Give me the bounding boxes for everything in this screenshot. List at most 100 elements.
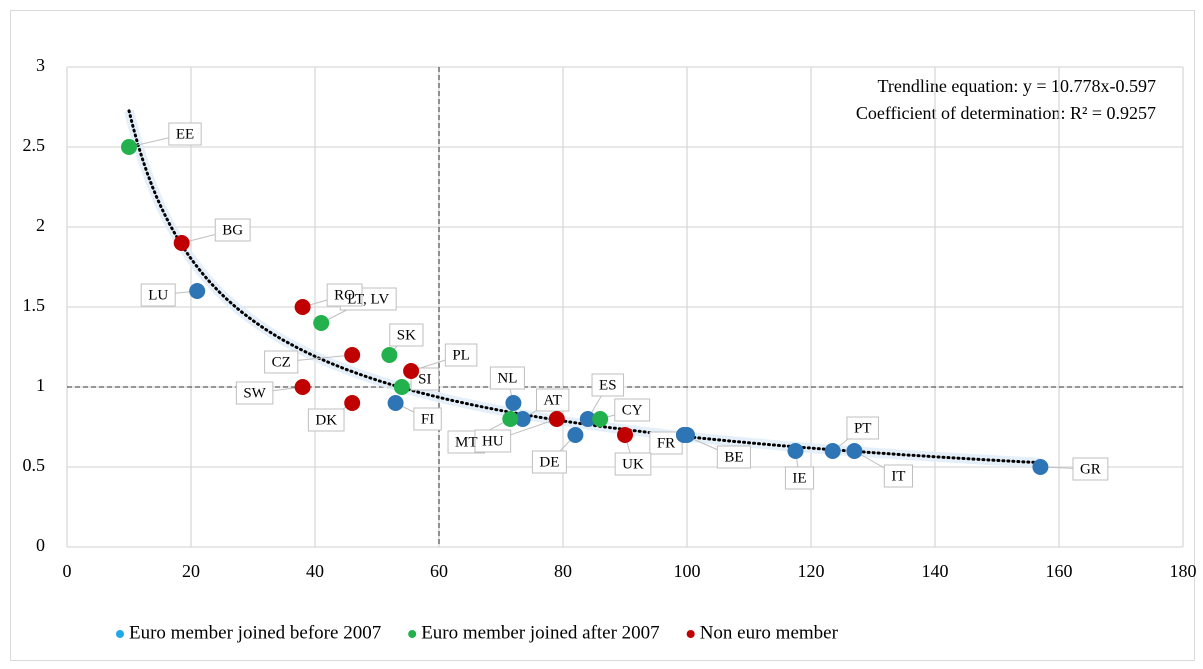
point: [294, 379, 311, 395]
x-tick-label: 180: [1170, 561, 1197, 581]
x-tick-label: 140: [922, 561, 949, 581]
chart-border: [10, 10, 1195, 661]
point: [505, 395, 522, 411]
x-tick-label: 20: [182, 561, 200, 581]
label-box: [413, 407, 442, 431]
point: [579, 411, 596, 427]
point: [675, 427, 692, 443]
x-tick-label: 100: [674, 561, 701, 581]
r-squared: Coefficient of determination: R² = 0.925…: [856, 103, 1156, 123]
y-tick-label: 3: [36, 55, 45, 75]
point-label: LU: [148, 287, 168, 303]
label-box: [883, 464, 913, 488]
point: [502, 411, 519, 427]
label-box: [264, 350, 299, 374]
point-label: IT: [891, 468, 905, 484]
y-tick-label: 2: [36, 215, 45, 235]
point-label: NL: [497, 370, 517, 386]
point-label: CY: [622, 402, 643, 418]
point-label: MT: [455, 434, 478, 450]
point-label: FR: [657, 435, 675, 451]
label-box: [784, 466, 815, 490]
x-tick-label: 0: [63, 561, 72, 581]
x-tick-label: 120: [798, 561, 825, 581]
point: [313, 315, 330, 331]
point: [548, 411, 565, 427]
label-box: [716, 445, 751, 469]
label-box: [389, 323, 424, 347]
y-tick-label: 1.5: [23, 295, 46, 315]
x-tick-label: 80: [554, 561, 572, 581]
label-box: [649, 431, 683, 455]
label-box: [444, 343, 478, 367]
point: [787, 443, 804, 459]
label-box: [846, 416, 879, 440]
y-tick-label: 0: [36, 535, 45, 555]
label-box: [531, 450, 567, 474]
point: [173, 235, 190, 251]
point: [344, 347, 361, 363]
point: [381, 347, 398, 363]
point: [294, 299, 311, 315]
label-box: [614, 452, 652, 476]
point-label: CZ: [272, 354, 291, 370]
y-tick-label: 2.5: [23, 135, 46, 155]
legend-marker: [116, 630, 124, 638]
label-box: [168, 122, 202, 146]
point-label: BE: [724, 449, 743, 465]
point-label: LT, LV: [347, 291, 389, 307]
point: [344, 395, 361, 411]
legend-marker: [686, 630, 695, 638]
label-box: [214, 218, 251, 242]
label-box: [474, 429, 512, 453]
legend-marker: [408, 630, 417, 638]
point-label: AT: [544, 392, 562, 408]
label-box: [536, 388, 570, 412]
point-label: EE: [176, 126, 194, 142]
point: [592, 411, 609, 427]
point-label: DE: [539, 454, 559, 470]
point: [1032, 459, 1049, 475]
y-tick-label: 1: [36, 375, 45, 395]
label-box: [1072, 457, 1109, 481]
legend-label: Euro member joined before 2007: [129, 622, 381, 643]
point-label: BG: [222, 222, 243, 238]
label-box: [614, 398, 651, 422]
point: [567, 427, 584, 443]
label-box: [307, 408, 345, 432]
point: [387, 395, 404, 411]
point: [189, 283, 206, 299]
point-label: SI: [418, 371, 431, 387]
label-box: [591, 373, 625, 397]
point-label: UK: [622, 456, 644, 472]
point-label: GR: [1080, 461, 1101, 477]
x-tick-label: 60: [430, 561, 448, 581]
point-label: ES: [599, 377, 617, 393]
label-box: [235, 381, 274, 405]
point-label: SK: [397, 327, 416, 343]
point-label: IE: [792, 470, 806, 486]
point: [617, 427, 633, 443]
point-label: DK: [315, 412, 337, 428]
point: [846, 443, 863, 459]
point: [514, 411, 531, 427]
legend-label: Non euro member: [700, 622, 839, 643]
x-tick-label: 40: [306, 561, 324, 581]
point-label: PL: [452, 347, 470, 363]
point: [393, 379, 410, 395]
y-tick-label: 0.5: [23, 455, 46, 475]
point-label: SW: [243, 385, 266, 401]
legend-label: Euro member joined after 2007: [421, 622, 659, 643]
x-tick-label: 160: [1046, 561, 1073, 581]
point-label: HU: [482, 433, 504, 449]
trendline-equation: Trendline equation: y = 10.778x-0.597: [878, 76, 1156, 96]
point-label: PT: [854, 420, 872, 436]
point-label: FI: [421, 411, 434, 427]
label-box: [489, 366, 525, 390]
label-box: [326, 283, 363, 307]
label-box: [140, 283, 176, 307]
point: [403, 363, 420, 379]
point: [121, 139, 137, 155]
point-label: RO: [334, 287, 355, 303]
